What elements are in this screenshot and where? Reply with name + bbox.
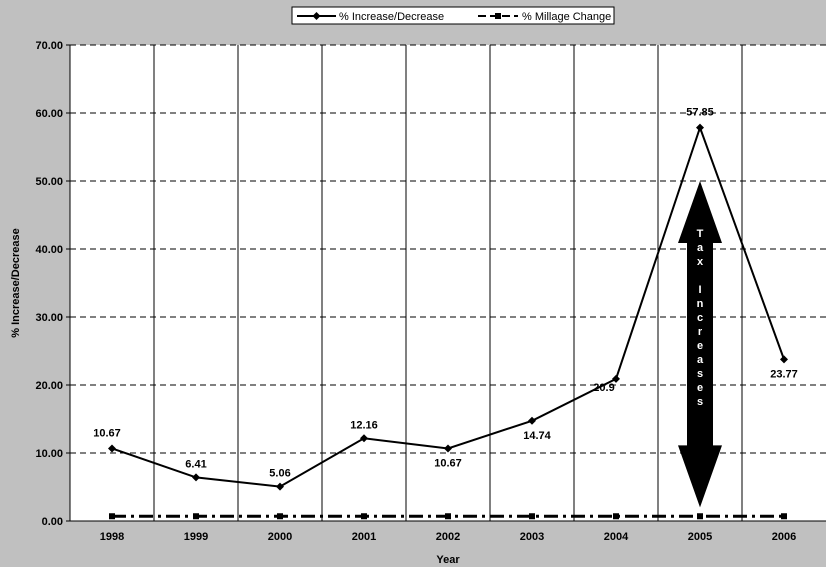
arrow-letter: c <box>697 312 703 324</box>
legend-marker-increase <box>312 12 321 20</box>
legend-label-increase: % Increase/Decrease <box>339 11 444 23</box>
arrow-letter: x <box>697 256 704 268</box>
double-arrow-shape <box>678 181 722 508</box>
axes <box>69 45 826 522</box>
y-tick-label: 40.00 <box>35 244 63 256</box>
series-2-point <box>277 513 283 520</box>
arrow-letter: e <box>697 382 703 394</box>
data-label: 20.9 <box>593 382 614 394</box>
y-tick-label: 70.00 <box>35 40 63 52</box>
data-label: 14.74 <box>523 430 551 442</box>
series-2-point <box>109 513 115 520</box>
x-tick-label: 2006 <box>772 531 796 543</box>
series-1-point <box>780 355 788 364</box>
series-2-point <box>697 513 703 520</box>
data-label: 5.06 <box>269 468 290 480</box>
series-1-point <box>612 374 620 383</box>
y-tick-label: 0.00 <box>42 516 63 528</box>
x-tick-label: 2005 <box>688 531 712 543</box>
arrow-letter: r <box>698 326 703 338</box>
arrow-letter: T <box>697 228 704 240</box>
y-tick-label: 10.00 <box>35 448 63 460</box>
legend-box <box>291 6 615 25</box>
data-label: 10.67 <box>93 427 121 439</box>
arrow-letter: a <box>697 242 704 254</box>
x-tick-label: 2004 <box>604 531 629 543</box>
arrow-letter: I <box>698 284 701 296</box>
series-2-point <box>361 513 367 520</box>
y-tick-label: 60.00 <box>35 108 63 120</box>
arrow-letter: n <box>697 298 704 310</box>
series-2-point <box>193 513 199 520</box>
data-label: 57.85 <box>686 107 714 119</box>
x-tick-label: 2001 <box>352 531 376 543</box>
y-tick-label: 50.00 <box>35 176 63 188</box>
arrow-letter <box>698 270 701 282</box>
legend-marker-millage <box>495 13 501 19</box>
x-tick-label: 2000 <box>268 531 292 543</box>
series-markers <box>108 123 788 520</box>
legend-label-millage: % Millage Change <box>522 11 611 23</box>
data-label: 10.67 <box>434 457 462 469</box>
y-tick-label: 20.00 <box>35 380 63 392</box>
series-1-point <box>696 123 704 132</box>
x-tick-label: 2003 <box>520 531 544 543</box>
data-label: 23.77 <box>770 368 798 380</box>
x-tick-labels: 1998 1999 2000 2001 2002 2003 2004 2005 2006 <box>100 531 796 543</box>
series-1-point <box>528 416 536 425</box>
data-label: 12.16 <box>350 419 378 431</box>
x-axis-title: Year <box>436 554 460 566</box>
series-2-point <box>529 513 535 520</box>
y-axis-title: % Increase/Decrease <box>10 228 22 337</box>
series-1-point <box>192 473 200 482</box>
x-tick-label: 2002 <box>436 531 460 543</box>
x-tick-label: 1998 <box>100 531 124 543</box>
arrow-letter: s <box>697 396 703 408</box>
y-tick-labels: 0.00 10.00 20.00 30.00 40.00 50.00 60.00 70.00 <box>35 40 70 528</box>
arrow-letter: e <box>697 340 703 352</box>
data-label: 6.41 <box>185 458 206 470</box>
series-1-point <box>276 482 284 491</box>
series-2-point <box>613 513 619 520</box>
series-1-point <box>108 444 116 453</box>
x-tick-label: 1999 <box>184 531 208 543</box>
series-2-point <box>445 513 451 520</box>
y-tick-label: 30.00 <box>35 312 63 324</box>
arrow-letter: s <box>697 368 703 380</box>
arrow-letter: a <box>697 354 704 366</box>
data-labels: 10.67 6.41 5.06 12.16 10.67 14.74 20.9 57.85 23.… <box>93 107 798 480</box>
series-1-point <box>360 434 368 443</box>
legend: % Increase/Decrease % Millage Change <box>291 6 615 25</box>
series-1-point <box>444 444 452 453</box>
series-2-point <box>781 513 787 520</box>
